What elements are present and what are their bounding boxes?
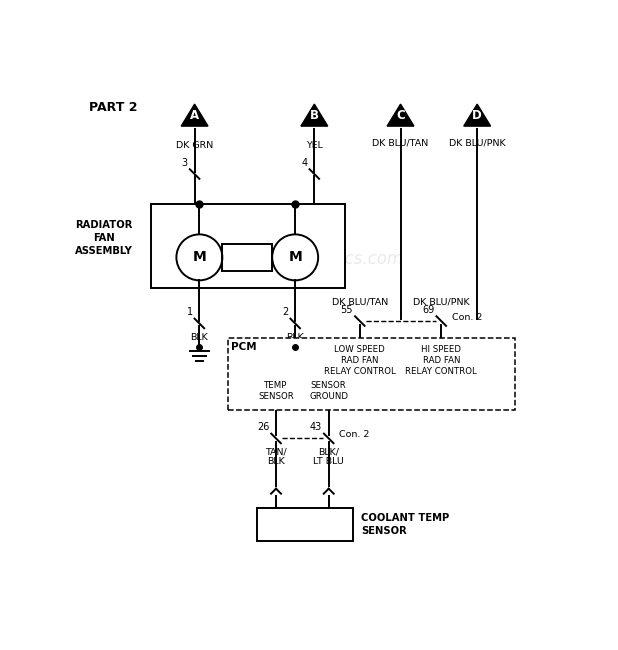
Text: D: D — [472, 109, 482, 122]
Text: easyautodiagnostics.com: easyautodiagnostics.com — [192, 250, 403, 268]
Text: A: A — [190, 109, 199, 122]
Text: C: C — [396, 109, 405, 122]
Text: PCM: PCM — [231, 342, 256, 352]
Polygon shape — [181, 104, 208, 126]
Text: DK GRN: DK GRN — [176, 142, 213, 150]
Text: BLK/
LT BLU: BLK/ LT BLU — [313, 447, 344, 467]
Text: HI SPEED
RAD FAN
RELAY CONTROL: HI SPEED RAD FAN RELAY CONTROL — [405, 345, 477, 376]
Text: SENSOR
GROUND: SENSOR GROUND — [309, 381, 348, 400]
Text: Con. 2: Con. 2 — [452, 313, 482, 322]
Text: DK BLU/PNK: DK BLU/PNK — [449, 138, 506, 147]
Polygon shape — [464, 104, 491, 126]
Bar — [228, 338, 515, 410]
Bar — [257, 508, 353, 541]
Text: 4: 4 — [302, 158, 308, 168]
Text: LOW SPEED
RAD FAN
RELAY CONTROL: LOW SPEED RAD FAN RELAY CONTROL — [324, 345, 396, 376]
Text: DK BLU/TAN: DK BLU/TAN — [373, 138, 429, 147]
Circle shape — [272, 235, 318, 280]
Text: 2: 2 — [282, 307, 289, 317]
Text: B: B — [310, 109, 319, 122]
Text: RADIATOR
FAN
ASSEMBLY: RADIATOR FAN ASSEMBLY — [75, 220, 132, 256]
Text: M: M — [289, 250, 302, 265]
Polygon shape — [301, 104, 328, 126]
Text: 69: 69 — [422, 305, 434, 315]
Text: BLK: BLK — [286, 333, 304, 342]
Text: M: M — [193, 250, 206, 265]
Text: Con. 2: Con. 2 — [339, 430, 370, 439]
Text: YEL: YEL — [306, 142, 323, 150]
Text: 26: 26 — [257, 422, 269, 432]
Text: 43: 43 — [310, 422, 322, 432]
Text: 3: 3 — [182, 158, 188, 168]
Polygon shape — [387, 104, 414, 126]
Text: 1: 1 — [187, 307, 193, 317]
Text: PART 2: PART 2 — [89, 101, 138, 114]
Text: BLK: BLK — [190, 333, 208, 342]
Text: 55: 55 — [341, 305, 353, 315]
Text: TAN/
BLK: TAN/ BLK — [265, 447, 287, 467]
Circle shape — [176, 235, 222, 280]
Text: DK BLU/PNK: DK BLU/PNK — [413, 298, 470, 307]
Bar — [151, 203, 345, 287]
Text: DK BLU/TAN: DK BLU/TAN — [332, 298, 388, 307]
Text: COOLANT TEMP
SENSOR: COOLANT TEMP SENSOR — [362, 514, 449, 536]
Text: TEMP
SENSOR: TEMP SENSOR — [258, 381, 294, 400]
